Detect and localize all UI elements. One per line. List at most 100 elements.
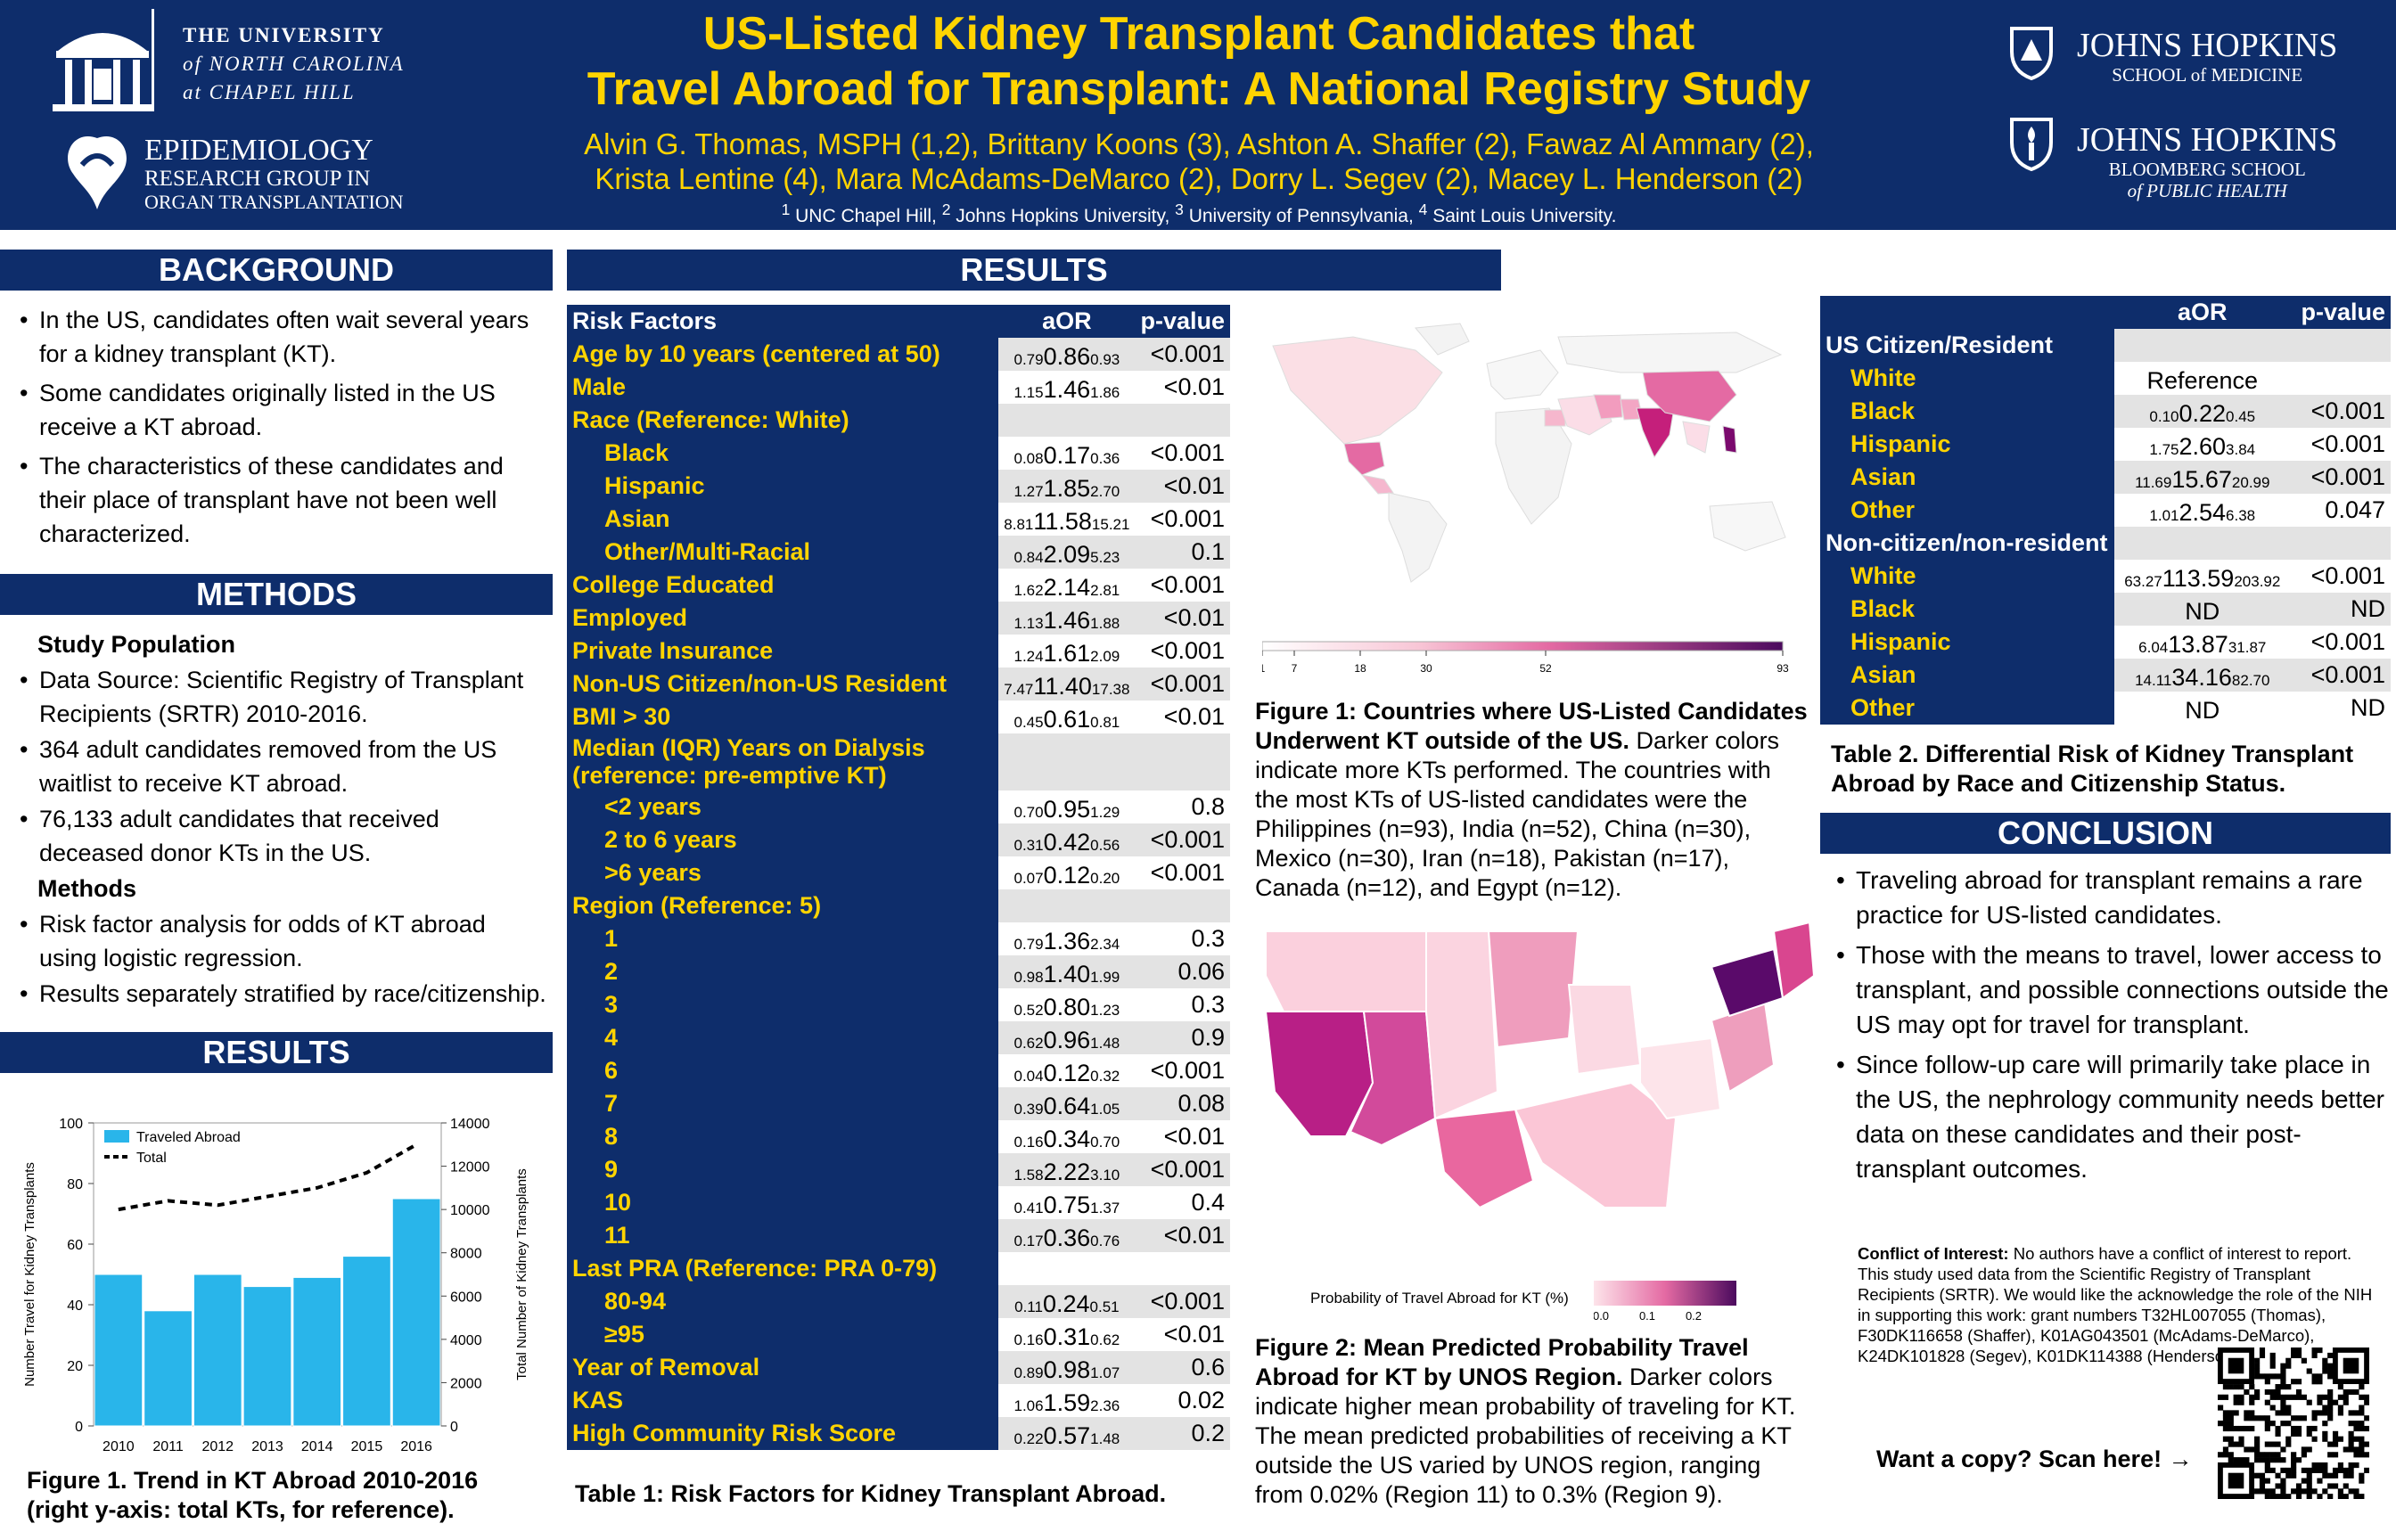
qr-module: [2295, 1379, 2302, 1385]
qr-module: [2343, 1388, 2349, 1396]
pvalue-cell: 0.2: [1135, 1417, 1230, 1450]
table-row: Private Insurance 1.241.612.09 <0.001: [567, 635, 1230, 668]
aor-cell: 1.241.612.09: [1013, 640, 1120, 667]
qr-module: [2311, 1379, 2318, 1385]
qr-module: [2275, 1410, 2281, 1416]
qr-module: [2322, 1357, 2328, 1364]
table-row: Hispanic 6.0413.8731.87 <0.001: [1820, 626, 2391, 659]
qr-module: [2295, 1488, 2302, 1495]
qr-module: [2359, 1410, 2365, 1416]
legend-tick-label: 93: [1776, 662, 1789, 675]
qr-module: [2275, 1494, 2281, 1499]
qr-module: [2233, 1394, 2239, 1400]
qr-module: [2337, 1462, 2343, 1469]
list-item: 76,133 adult candidates that received de…: [7, 802, 546, 870]
qr-module: [2222, 1421, 2229, 1427]
table-row: 4 0.620.961.48 0.9: [567, 1021, 1230, 1054]
qr-module: [2254, 1415, 2261, 1421]
qr-code-icon[interactable]: [2218, 1348, 2369, 1499]
table-row: Other 1.012.546.38 0.047: [1820, 494, 2391, 527]
qr-module: [2218, 1452, 2224, 1458]
y2-tick-label: 6000: [450, 1290, 482, 1305]
qr-module: [2228, 1436, 2234, 1442]
row-label: Non-US Citizen/non-US Resident: [567, 668, 999, 700]
qr-module: [2295, 1483, 2302, 1489]
qr-module: [2317, 1410, 2323, 1416]
aor-cell: 0.791.362.34: [1013, 928, 1120, 954]
qr-module: [2269, 1373, 2276, 1380]
x-tick-label: 2011: [152, 1439, 184, 1453]
affiliations: 1 UNC Chapel Hill, 2 Johns Hopkins Unive…: [781, 201, 1617, 226]
qr-module: [2353, 1494, 2359, 1499]
scan-here-label: Want a copy? Scan here! →: [1876, 1446, 2193, 1472]
aor-cell: 1.061.592.36: [1013, 1389, 1120, 1416]
aor-cell: 0.981.401.99: [998, 955, 1136, 988]
aor-cell: 0.890.981.07: [998, 1351, 1136, 1384]
col-header-pvalue: p-value: [2290, 296, 2391, 329]
table-row: 10 0.410.751.37 0.4: [567, 1186, 1230, 1219]
mexico-region: [1343, 441, 1385, 476]
qr-module: [2317, 1379, 2323, 1385]
qr-module: [2311, 1436, 2318, 1442]
qr-module: [2353, 1488, 2359, 1495]
qr-module: [2306, 1446, 2312, 1453]
qr-module: [2343, 1494, 2349, 1499]
row-label: Hispanic: [1820, 626, 2114, 659]
pvalue-cell: [1135, 733, 1230, 790]
y-tick-label: 0: [75, 1420, 83, 1435]
conflict-of-interest: Conflict of Interest: No authors have a …: [1858, 1244, 2373, 1365]
qr-module: [2280, 1478, 2286, 1484]
qr-module: [2291, 1394, 2297, 1400]
qr-module: [2348, 1467, 2354, 1473]
qr-module: [2280, 1368, 2286, 1374]
row-label: 10: [567, 1186, 999, 1219]
legend-tick-label: 0.2: [1686, 1309, 1702, 1323]
region-9-newyork: [1710, 947, 1785, 1018]
row-label: Male: [567, 371, 999, 404]
aor-cell: 1.012.546.38: [2149, 499, 2256, 526]
table-row: Employed 1.131.461.88 <0.01: [567, 602, 1230, 635]
y-tick-label: 40: [67, 1298, 83, 1314]
bar: [144, 1310, 193, 1427]
qr-module: [2264, 1425, 2270, 1432]
qr-module: [2264, 1388, 2270, 1396]
row-label: 11: [567, 1219, 999, 1252]
qr-module: [2322, 1462, 2328, 1469]
qr-module: [2301, 1357, 2307, 1364]
authors-line2: Krista Lentine (4), Mara McAdams-DeMarco…: [595, 162, 1803, 195]
pvalue-cell: <0.001: [1150, 637, 1225, 664]
qr-module: [2364, 1467, 2369, 1473]
qr-module: [2275, 1452, 2281, 1458]
qr-module: [2244, 1410, 2250, 1416]
qr-module: [2254, 1388, 2261, 1396]
row-label: <2 years: [567, 790, 999, 823]
qr-module: [2280, 1421, 2286, 1427]
pvalue-cell: [1135, 1252, 1230, 1285]
qr-module: [2269, 1357, 2276, 1364]
qr-module: [2364, 1399, 2369, 1405]
table-row: >6 years 0.070.120.20 <0.001: [567, 856, 1230, 889]
y2-tick-label: 12000: [450, 1160, 490, 1175]
pvalue-cell: <0.001: [1135, 823, 1230, 856]
qr-module: [2295, 1348, 2302, 1354]
qr-module: [2327, 1415, 2334, 1421]
table-row: 9 1.582.223.10 <0.001: [567, 1153, 1230, 1186]
qr-module: [2259, 1478, 2266, 1484]
row-label: 4: [567, 1021, 999, 1054]
qr-module: [2259, 1488, 2266, 1495]
qr-module: [2317, 1478, 2323, 1484]
qr-module: [2222, 1436, 2229, 1442]
aor-cell: 0.620.961.48: [998, 1021, 1136, 1054]
aor-cell: 0.070.120.20: [1013, 862, 1120, 889]
y-tick-label: 60: [67, 1238, 83, 1253]
qr-module: [2348, 1421, 2354, 1427]
qr-module: [2322, 1368, 2328, 1374]
aor-cell: 0.080.170.36: [1013, 442, 1120, 469]
table-row: High Community Risk Score 0.220.571.48 0.2: [567, 1417, 1230, 1450]
qr-module: [2228, 1415, 2234, 1421]
qr-module: [2249, 1410, 2255, 1416]
qr-module: [2343, 1483, 2349, 1489]
pvalue-cell: <0.001: [2290, 395, 2391, 428]
aor-cell: 0.160.310.62: [1013, 1323, 1120, 1350]
qr-module: [2275, 1441, 2281, 1447]
